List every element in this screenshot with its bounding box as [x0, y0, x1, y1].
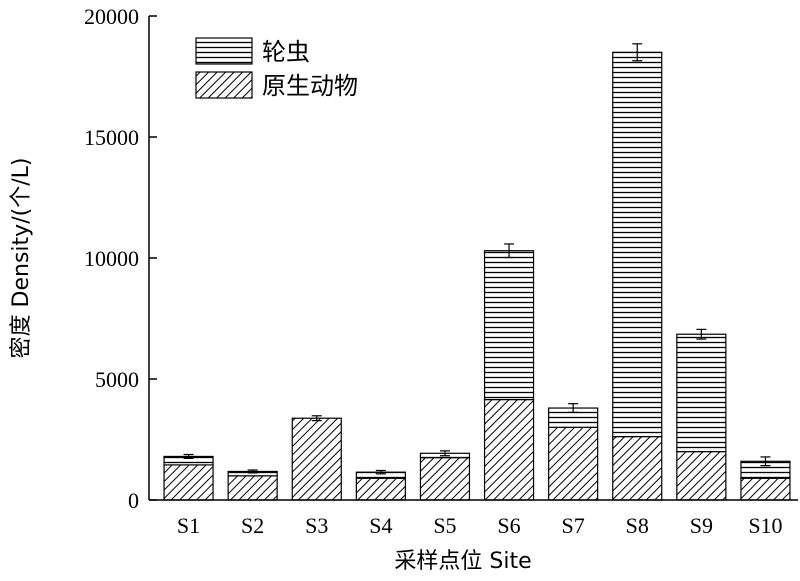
error-bar-S5 [439, 450, 450, 457]
legend: 轮虫 原生动物 [195, 37, 358, 100]
bar-segment-S8-rotifer [612, 51, 663, 438]
bar-segment-S6-rotifer [483, 250, 535, 401]
bars-layer [163, 51, 791, 501]
bar-segment-S1-protozoa [163, 464, 214, 501]
bar-segment-S4-protozoa [355, 477, 406, 501]
x-tick-label-S1: S1 [177, 513, 200, 538]
y-tick-label: 15000 [84, 125, 139, 150]
error-bar-S6 [504, 243, 515, 259]
error-bar-S4 [375, 469, 386, 475]
y-tick-label: 5000 [95, 367, 139, 392]
bar-segment-S6-protozoa [483, 398, 535, 501]
error-bar-S10 [760, 456, 771, 467]
legend-swatch-protozoa [195, 71, 253, 99]
y-ticks: 0 5000 10000 15000 20000 [84, 4, 157, 513]
error-bar-S1 [183, 453, 194, 459]
error-bar-S3 [311, 415, 322, 422]
bar-segment-S3-protozoa [291, 417, 342, 501]
y-tick-label: 20000 [84, 4, 139, 29]
x-tick-label-S9: S9 [690, 513, 713, 538]
x-axis-title: 采样点位 Site [394, 549, 531, 574]
error-bar-S7 [568, 403, 579, 413]
error-bar-S8 [632, 43, 643, 62]
bar-segment-S8-protozoa [612, 435, 663, 501]
error-bar-S9 [696, 328, 707, 340]
x-ticks: S1 S2 S3 S4 S5 S6 S7 S8 S9 S10 [177, 513, 783, 538]
x-tick-label-S3: S3 [305, 513, 328, 538]
legend-label-protozoa: 原生动物 [262, 72, 358, 100]
y-axis-title: 密度 Density/(个/L) [9, 158, 34, 359]
y-tick-label: 0 [128, 488, 139, 513]
error-bars-layer [183, 43, 771, 475]
x-tick-label-S2: S2 [241, 513, 264, 538]
x-tick-label-S6: S6 [497, 513, 520, 538]
legend-label-rotifer: 轮虫 [262, 38, 310, 66]
x-tick-label-S8: S8 [626, 513, 649, 538]
bar-segment-S7-protozoa [548, 426, 599, 501]
x-tick-label-S4: S4 [369, 513, 392, 538]
bar-segment-S5-protozoa [419, 457, 471, 501]
x-tick-label-S5: S5 [433, 513, 456, 538]
error-bar-S2 [247, 469, 258, 474]
bar-segment-S9-protozoa [676, 451, 727, 501]
y-tick-label: 10000 [84, 246, 139, 271]
legend-swatch-rotifer [195, 37, 253, 65]
bar-segment-S10-protozoa [740, 477, 791, 501]
x-tick-label-S10: S10 [748, 513, 782, 538]
x-tick-label-S7: S7 [562, 513, 585, 538]
bar-segment-S9-rotifer [676, 333, 727, 453]
bar-segment-S2-protozoa [227, 475, 278, 501]
